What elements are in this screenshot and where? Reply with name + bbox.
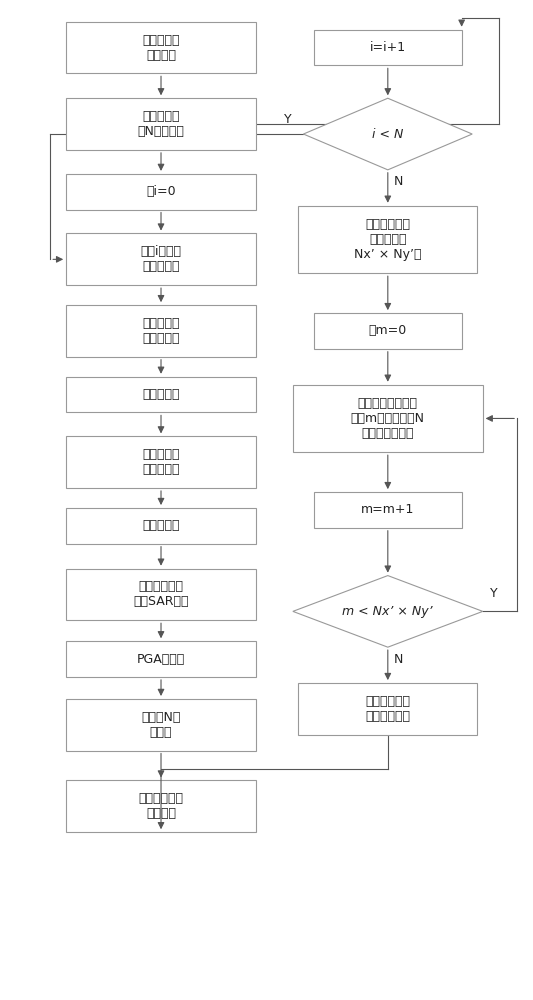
Bar — [314, 30, 462, 65]
Bar — [66, 780, 256, 832]
Text: 距离向插值: 距离向插值 — [142, 388, 180, 401]
Text: 取每个子孔径图像
的第m块图像得到N
块图像进行配准: 取每个子孔径图像 的第m块图像得到N 块图像进行配准 — [351, 397, 425, 440]
Bar — [293, 385, 483, 452]
Bar — [314, 492, 462, 528]
Text: 令i=0: 令i=0 — [146, 185, 176, 198]
Text: 将每个子孔径
图像分割成
Nx’ × Ny’块: 将每个子孔径 图像分割成 Nx’ × Ny’块 — [354, 218, 422, 261]
Bar — [66, 22, 256, 73]
Bar — [66, 174, 256, 210]
Text: i=i+1: i=i+1 — [370, 41, 406, 54]
Text: 图像空变滤波
几何校正: 图像空变滤波 几何校正 — [139, 792, 183, 820]
Text: m < Nx’ × Ny’: m < Nx’ × Ny’ — [343, 605, 433, 618]
Bar — [66, 641, 256, 677]
Polygon shape — [293, 576, 483, 647]
Bar — [314, 313, 462, 349]
Bar — [66, 377, 256, 412]
Text: PGA自聚焦: PGA自聚焦 — [137, 653, 185, 666]
Text: 确定方位向
待插点位置: 确定方位向 待插点位置 — [142, 448, 180, 476]
Text: Y: Y — [489, 587, 497, 600]
Text: N: N — [394, 175, 403, 188]
Bar — [66, 508, 256, 544]
Text: m=m+1: m=m+1 — [361, 503, 415, 516]
Text: 全孔径雷达
回波数据: 全孔径雷达 回波数据 — [142, 34, 180, 62]
Text: N: N — [394, 653, 403, 666]
Text: 将全孔径分
为N个子孔径: 将全孔径分 为N个子孔径 — [138, 110, 184, 138]
Text: Y: Y — [284, 113, 292, 126]
Bar — [298, 206, 478, 273]
Bar — [66, 98, 256, 150]
Text: 方位向插值: 方位向插值 — [142, 519, 180, 532]
Text: 确定距离频
域待插位置: 确定距离频 域待插位置 — [142, 317, 180, 345]
Text: 令m=0: 令m=0 — [369, 324, 407, 337]
Text: 将每个子孔径
图像相关叠加: 将每个子孔径 图像相关叠加 — [365, 695, 410, 723]
Text: 方位向N倍
升采样: 方位向N倍 升采样 — [141, 711, 181, 739]
Polygon shape — [303, 98, 472, 170]
Text: 二维逆傅里叶
变换SAR成像: 二维逆傅里叶 变换SAR成像 — [133, 580, 189, 608]
Bar — [66, 305, 256, 357]
Text: 对第i个子孔
径脉冲压缩: 对第i个子孔 径脉冲压缩 — [141, 245, 182, 273]
Bar — [66, 569, 256, 620]
Bar — [298, 683, 478, 735]
Bar — [66, 436, 256, 488]
Bar — [66, 233, 256, 285]
Text: i < N: i < N — [372, 128, 403, 141]
Bar — [66, 699, 256, 751]
